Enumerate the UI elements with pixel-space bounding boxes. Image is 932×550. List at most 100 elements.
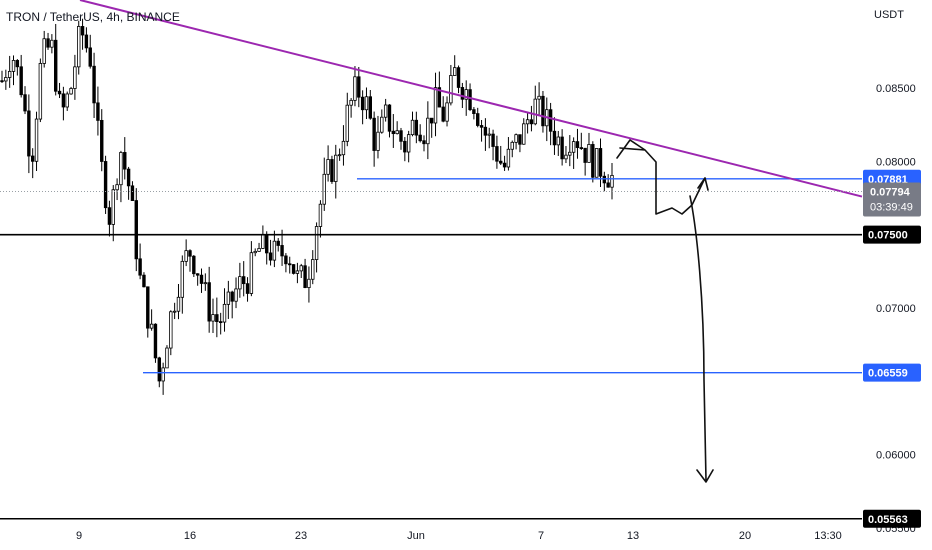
candle bbox=[548, 102, 553, 146]
candle bbox=[234, 277, 238, 309]
candle bbox=[299, 263, 303, 278]
candle bbox=[172, 302, 177, 320]
candle bbox=[395, 121, 399, 135]
candle bbox=[491, 129, 495, 161]
candle bbox=[184, 239, 188, 267]
candle bbox=[399, 127, 403, 150]
candle bbox=[510, 140, 514, 158]
candle bbox=[606, 174, 610, 188]
candle bbox=[579, 132, 584, 150]
x-tick-label: 20 bbox=[739, 530, 751, 542]
candle bbox=[525, 111, 530, 134]
candle bbox=[403, 137, 407, 162]
candle bbox=[280, 229, 284, 266]
candle bbox=[238, 262, 242, 298]
candle bbox=[161, 362, 165, 395]
candle bbox=[514, 133, 518, 150]
candle bbox=[518, 134, 522, 153]
candle bbox=[111, 185, 115, 242]
candles-group bbox=[0, 18, 614, 395]
candle bbox=[341, 125, 346, 166]
candle bbox=[564, 146, 568, 164]
trendline bbox=[79, 0, 863, 198]
candle bbox=[80, 18, 85, 50]
candle bbox=[476, 107, 480, 128]
time-axis[interactable]: 9 16 23 Jun 7 13 20 13:30 bbox=[76, 530, 842, 542]
candle bbox=[257, 242, 261, 252]
candle bbox=[610, 162, 614, 200]
candle bbox=[410, 111, 415, 137]
candle bbox=[218, 312, 223, 335]
x-tick-label: 13 bbox=[627, 530, 639, 542]
candle bbox=[322, 157, 326, 211]
candle bbox=[583, 147, 587, 176]
candle bbox=[149, 309, 154, 331]
candle bbox=[545, 97, 549, 142]
candle bbox=[188, 249, 192, 272]
candle bbox=[38, 58, 43, 123]
candle bbox=[357, 67, 361, 108]
svg-text:0.07794: 0.07794 bbox=[870, 187, 911, 199]
candle bbox=[456, 65, 461, 94]
y-tick-label: 0.06000 bbox=[876, 450, 916, 462]
candle bbox=[50, 34, 54, 54]
candle bbox=[153, 323, 158, 363]
candle bbox=[311, 250, 315, 285]
candle bbox=[27, 94, 31, 174]
x-tick-label: 9 bbox=[76, 530, 82, 542]
candle bbox=[272, 230, 277, 268]
candle bbox=[4, 69, 8, 90]
candle bbox=[107, 200, 112, 237]
candle bbox=[169, 310, 173, 356]
x-tick-label: 13:30 bbox=[814, 530, 842, 542]
candle bbox=[84, 27, 89, 53]
candle bbox=[134, 188, 138, 272]
candle bbox=[472, 107, 476, 120]
candle bbox=[372, 111, 376, 167]
candle bbox=[380, 109, 384, 134]
candle bbox=[418, 124, 422, 143]
candle bbox=[165, 345, 169, 369]
candle bbox=[203, 273, 208, 291]
candle bbox=[364, 87, 369, 120]
candle bbox=[502, 155, 507, 171]
candle bbox=[119, 150, 123, 203]
chart-title: TRON / TetherUS, 4h, BINANCE bbox=[6, 10, 180, 24]
candle bbox=[445, 96, 449, 127]
candle bbox=[0, 70, 4, 84]
candle bbox=[211, 298, 215, 334]
candle bbox=[126, 166, 131, 200]
candle bbox=[15, 59, 20, 76]
candle bbox=[54, 23, 58, 96]
x-tick-label: 16 bbox=[184, 530, 196, 542]
candle bbox=[276, 238, 280, 252]
candle bbox=[199, 268, 204, 293]
candle bbox=[429, 117, 434, 138]
level-lines bbox=[0, 178, 862, 520]
candle bbox=[387, 104, 392, 138]
candle bbox=[146, 286, 150, 338]
y-tick-label: 0.07000 bbox=[876, 303, 916, 315]
candle bbox=[61, 86, 66, 121]
candle bbox=[483, 118, 488, 151]
candle bbox=[100, 109, 104, 172]
candle bbox=[353, 66, 357, 107]
candle bbox=[88, 34, 92, 69]
candle bbox=[77, 20, 81, 75]
candle bbox=[479, 119, 484, 142]
candle bbox=[288, 256, 292, 274]
candle bbox=[602, 171, 607, 192]
candle bbox=[422, 135, 426, 152]
y-tick-label: 0.08000 bbox=[876, 156, 916, 168]
candle bbox=[268, 239, 273, 266]
projection-down-arrow bbox=[689, 195, 714, 483]
candle bbox=[103, 155, 108, 214]
candle bbox=[441, 96, 445, 123]
candle bbox=[433, 72, 438, 137]
candle bbox=[19, 54, 23, 98]
candle bbox=[349, 98, 353, 118]
candle bbox=[598, 138, 603, 187]
candle bbox=[318, 200, 323, 238]
